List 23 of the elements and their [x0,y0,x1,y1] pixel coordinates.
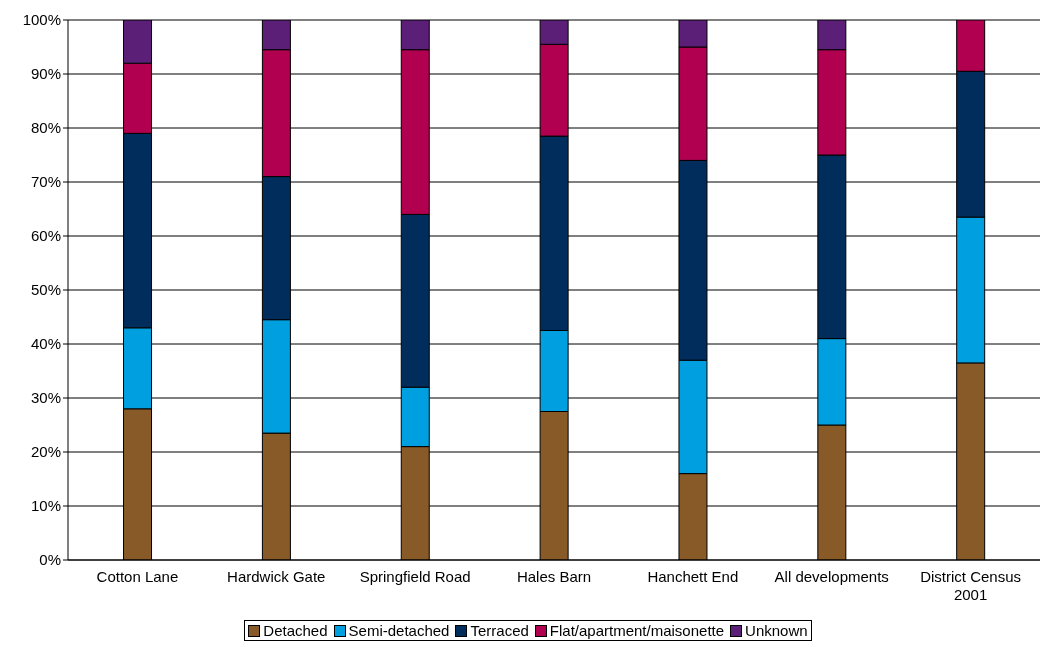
legend-label: Detached [262,622,328,639]
y-tick-label: 60% [30,227,61,245]
y-tick-label: 30% [30,389,61,407]
legend-label: Semi-detached [347,622,450,639]
x-tick-label: Hales Barn [516,568,592,585]
legend-label: Flat/apartment/maisonette [548,622,725,639]
x-tick-label: Hardwick Gate [227,568,326,585]
y-tick-label: 50% [30,281,61,299]
y-tick-label: 40% [30,335,61,353]
y-tick-label: 90% [30,65,61,83]
x-tick-label: All developments [774,568,889,585]
x-tick-label: Hanchett End [647,568,739,585]
y-tick-label: 100% [22,11,61,29]
x-tick-label: Cotton Lane [96,568,179,585]
legend-label: Terraced [469,622,529,639]
legend-label: Unknown [744,622,808,639]
y-tick-label: 10% [30,497,61,515]
y-tick-label: 20% [30,443,61,461]
y-tick-label: 0% [39,551,61,569]
y-tick-label: 80% [30,119,61,137]
y-tick-label: 70% [30,173,61,191]
x-tick-label: Springfield Road [359,568,471,585]
x-tick-label: District Census 2001 [920,568,1021,603]
